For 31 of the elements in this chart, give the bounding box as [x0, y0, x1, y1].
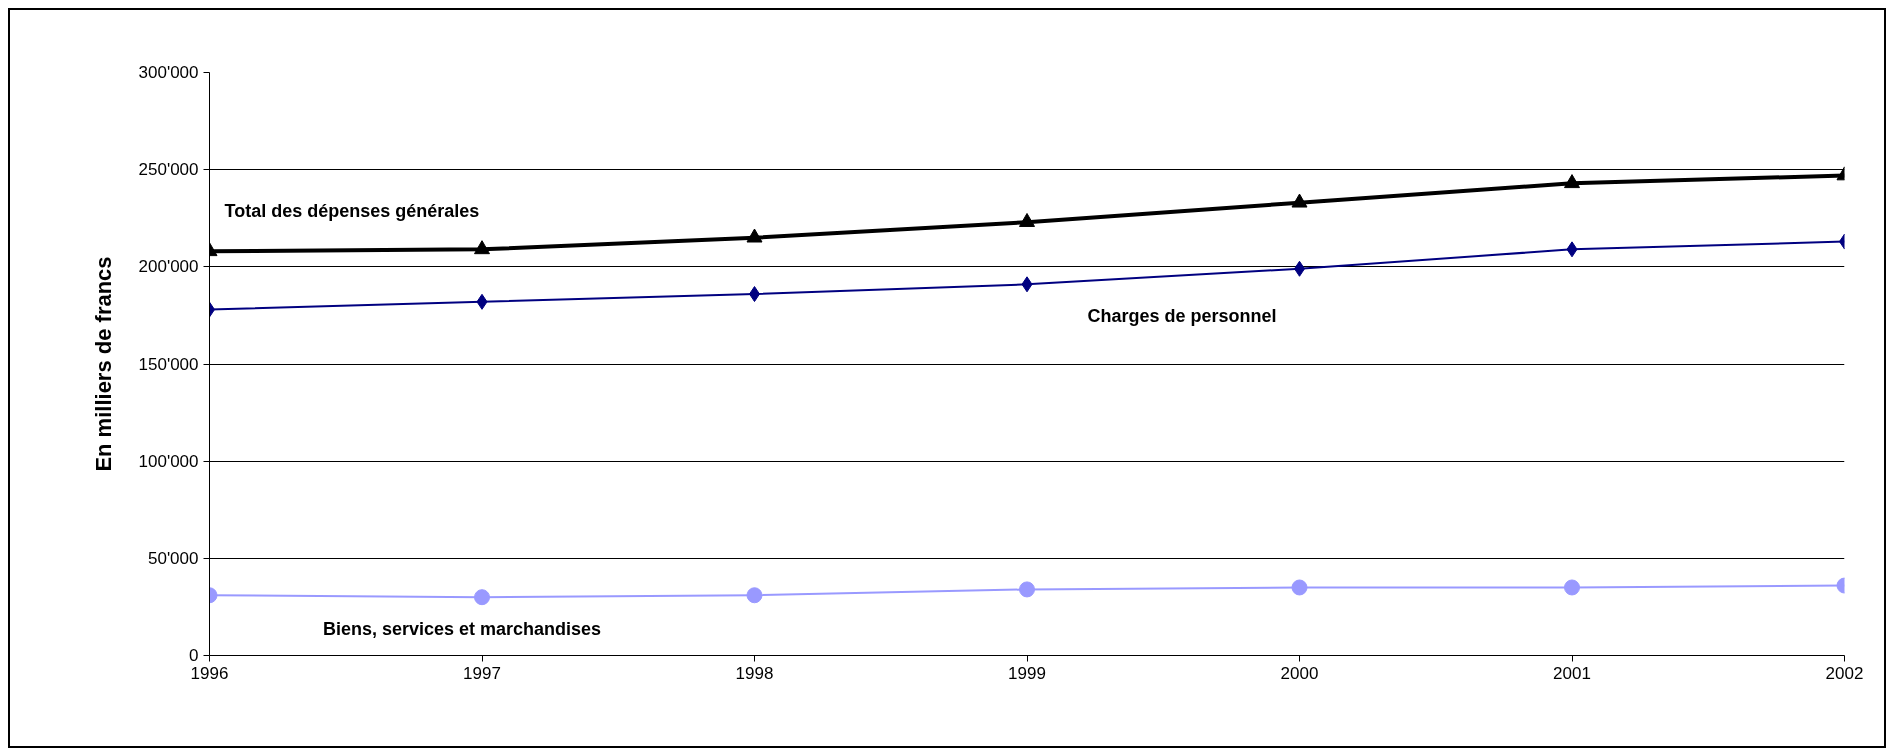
x-tick-label: 1999	[1008, 663, 1046, 683]
point	[474, 589, 490, 606]
x-tick-label: 1996	[190, 663, 229, 683]
series-label: Biens, services et marchandises	[322, 619, 602, 640]
point	[746, 228, 763, 243]
y-tick-label: 250'000	[138, 160, 199, 180]
series-label: Charges de personnel	[1087, 306, 1277, 327]
x-tick-label: 1997	[463, 663, 501, 683]
point	[1564, 579, 1580, 596]
point	[474, 240, 490, 255]
point	[1019, 581, 1035, 598]
point	[1291, 193, 1308, 208]
point	[1564, 174, 1580, 189]
y-tick-label: 150'000	[138, 354, 199, 374]
point	[1019, 212, 1035, 227]
y-tick-label: 200'000	[138, 257, 199, 277]
x-tick-label: 2000	[1280, 663, 1319, 683]
x-tick-label: 2001	[1553, 663, 1591, 683]
y-axis-title: En milliers de francs	[90, 256, 116, 472]
point	[746, 587, 763, 604]
y-tick-label: 0	[189, 646, 199, 665]
point	[1566, 241, 1578, 258]
x-tick-label: 1998	[735, 663, 774, 683]
x-tick-label: 2002	[1825, 663, 1864, 683]
y-tick-label: 300'000	[138, 63, 199, 82]
series-label: Total des dépenses générales	[224, 201, 480, 222]
y-tick-label: 50'000	[147, 548, 199, 568]
y-tick-label: 100'000	[138, 451, 199, 471]
point	[1021, 276, 1033, 293]
point	[476, 293, 488, 310]
point	[1291, 579, 1308, 596]
